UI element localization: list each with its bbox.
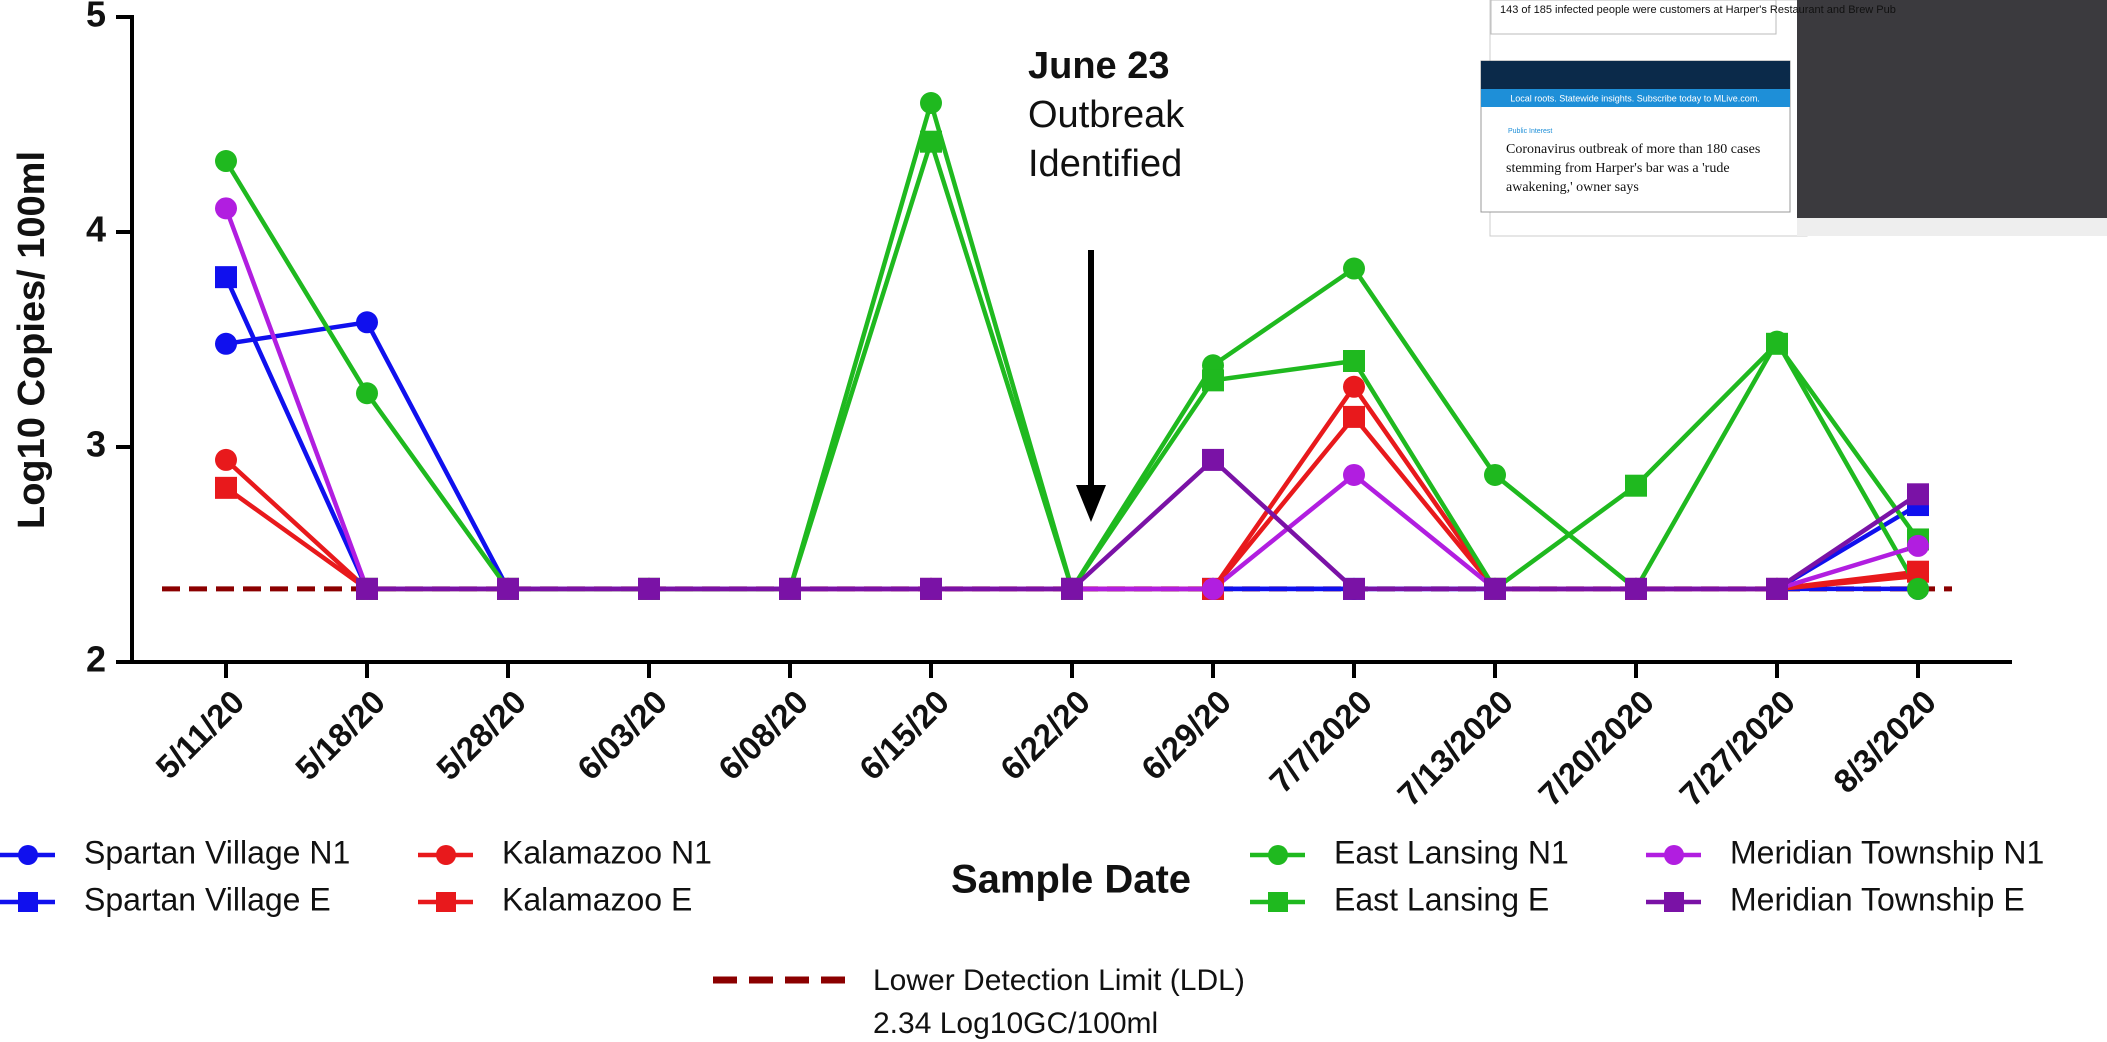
data-point [1625,474,1647,497]
data-point [356,382,378,405]
series-line [367,457,1920,592]
legend-marker [1664,845,1684,865]
legend-label: Spartan Village E [84,881,331,917]
ldl-legend-note: 2.34 Log10GC/100ml [873,1007,1158,1040]
data-point [1766,332,1788,355]
x-tick-label: 8/3/2020 [1826,683,1943,800]
x-tick-label: 5/18/20 [288,683,392,787]
data-point [1484,577,1506,600]
x-tick-label: 6/29/20 [1134,683,1238,787]
data-point [1343,350,1365,372]
inset-photo [1797,0,2107,218]
x-tick-label: 7/27/2020 [1672,683,1802,813]
data-point [215,197,237,220]
legend-marker [18,845,38,865]
annotation-date: June 23 [1028,45,1170,87]
legend-label: Spartan Village N1 [84,834,350,870]
data-point [1484,463,1506,486]
legend-label: East Lansing E [1334,881,1549,917]
legend-label: Meridian Township E [1730,881,2025,917]
data-point [1202,448,1224,471]
data-point [215,448,237,471]
data-point [1343,577,1365,600]
y-axis-title: Log10 Copies/ 100ml [11,151,53,529]
inset-banner [1481,89,1790,107]
ldl-legend-label: Lower Detection Limit (LDL) [873,964,1245,997]
annotation-arrowhead [1076,485,1106,522]
legend-marker [18,892,38,912]
x-tick-label: 6/08/20 [711,683,815,787]
legend-marker [436,892,456,912]
x-tick-label: 6/15/20 [852,683,956,787]
data-point [215,332,237,355]
data-point [1343,405,1365,428]
legend-label: Kalamazoo E [502,881,692,917]
legend-marker [436,845,456,865]
x-tick-label: 5/11/20 [148,683,251,786]
x-tick-label: 7/7/2020 [1262,683,1379,800]
data-point [920,577,942,600]
data-point [1061,577,1083,600]
x-tick-label: 6/22/20 [993,683,1097,787]
data-point [1343,463,1365,486]
x-tick-label: 7/13/2020 [1390,683,1520,813]
inset-masthead [1481,61,1790,89]
inset-caption: 143 of 185 infected people were customer… [1500,4,1896,16]
data-point [356,311,378,334]
inset-headline: Coronavirus outbreak of more than 180 ca… [1506,142,1761,195]
inset-banner-text: Local roots. Statewide insights. Subscri… [1510,93,1760,103]
data-point [215,476,237,499]
x-tick-label: 6/03/20 [570,683,674,787]
data-point [1202,577,1224,600]
legend-label: Kalamazoo N1 [502,834,712,870]
data-point [1907,577,1929,600]
data-point [1907,483,1929,506]
annotation-text: Identified [1028,143,1182,185]
data-point [1202,369,1224,392]
data-point [1766,577,1788,600]
legend-label: East Lansing N1 [1334,834,1569,870]
x-tick-label: 5/28/20 [429,683,533,787]
data-point [1343,257,1365,280]
data-point [1343,375,1365,398]
legend-label: Meridian Township N1 [1730,834,2044,870]
data-point [1625,577,1647,600]
x-axis-title: Sample Date [951,858,1191,902]
data-point [215,266,237,289]
series-line [224,414,1919,592]
y-tick-label: 3 [86,424,106,465]
x-tick-label: 7/20/2020 [1531,683,1661,813]
data-point [920,92,942,114]
annotation-text: Outbreak [1028,94,1185,136]
legend-marker [1268,892,1288,912]
data-point [1907,534,1929,557]
series-line [224,384,1919,592]
legend-marker [1268,845,1288,865]
data-point [638,577,660,600]
data-point [497,577,519,600]
inset-photo-caption [1797,218,2107,236]
data-point [215,150,237,173]
y-tick-label: 2 [86,639,106,680]
y-tick-label: 4 [86,209,106,250]
data-point [779,577,801,600]
inset-section: Public Interest [1508,128,1552,135]
data-point [356,577,378,600]
inset-caption-box [1490,0,1777,35]
data-point [920,130,942,153]
inset-headline-box: Coronavirus outbreak of more than 180 ca… [1506,142,1761,195]
legend-marker [1664,892,1684,912]
y-tick-label: 5 [86,0,106,35]
data-point [1907,560,1929,583]
